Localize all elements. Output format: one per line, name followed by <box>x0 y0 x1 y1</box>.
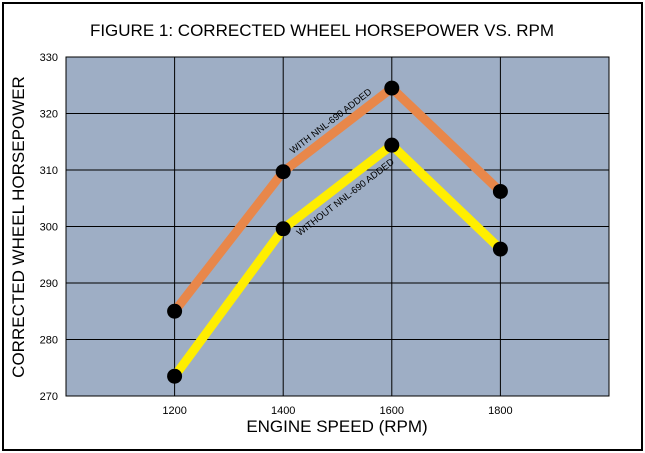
grid-lines <box>66 57 609 396</box>
y-tick-label: 330 <box>40 52 58 64</box>
data-point <box>167 368 183 384</box>
y-tick-label: 300 <box>40 222 58 234</box>
y-tick-label: 310 <box>40 165 58 177</box>
y-tick-labels: 270 280 290 300 310 320 330 <box>40 52 58 403</box>
x-tick-label: 1800 <box>488 405 512 417</box>
y-tick-label: 280 <box>40 335 58 347</box>
chart-title: FIGURE 1: CORRECTED WHEEL HORSEPOWER VS.… <box>90 21 554 40</box>
series-line-1 <box>171 82 504 315</box>
data-point <box>492 241 508 257</box>
data-point <box>275 164 291 180</box>
series-line-2 <box>170 139 504 379</box>
x-tick-label: 1600 <box>380 405 404 417</box>
x-tick-label: 1400 <box>271 405 295 417</box>
x-tick-labels: 1200 1400 1600 1800 <box>162 405 512 417</box>
y-axis-label: CORRECTED WHEEL HORSEPOWER <box>9 76 28 378</box>
data-points <box>167 80 508 384</box>
data-point <box>384 80 400 96</box>
x-tick-label: 1200 <box>162 405 186 417</box>
data-point <box>492 183 508 199</box>
data-point <box>167 303 183 319</box>
y-tick-label: 270 <box>40 391 58 403</box>
data-point <box>384 137 400 153</box>
data-point <box>275 221 291 237</box>
y-tick-label: 290 <box>40 278 58 290</box>
x-axis-label: ENGINE SPEED (RPM) <box>246 417 427 436</box>
y-tick-label: 320 <box>40 109 58 121</box>
series-lines <box>170 82 504 379</box>
